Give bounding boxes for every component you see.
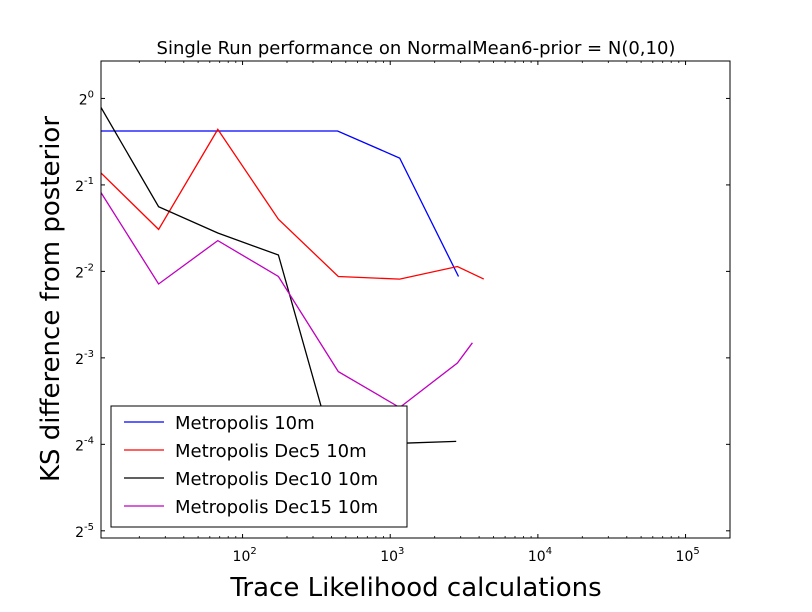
legend-label-1: Metropolis 10m (175, 413, 315, 434)
y-tick-label: 2-4 (75, 435, 94, 454)
y-axis-label: KS difference from posterior (36, 116, 66, 482)
plot-area: 102 103 104 105 20 2-1 2-2 2-3 2-4 2-5 Metropolis … (75, 60, 731, 565)
x-axis-label: Trace Likelihood calculations (229, 573, 601, 603)
x-tick-label: 104 (528, 546, 552, 565)
x-tick-label: 103 (380, 546, 404, 565)
y-tick-label: 2-5 (75, 522, 94, 541)
series-line-2 (101, 128, 485, 280)
chart-title: Single Run performance on NormalMean6-pr… (157, 38, 676, 59)
legend-label-2: Metropolis Dec5 10m (175, 441, 367, 462)
series-group (101, 107, 485, 469)
plot-frame (100, 60, 731, 539)
x-tick-label: 105 (676, 546, 700, 565)
x-tick-label: 102 (233, 546, 257, 565)
legend-label-4: Metropolis Dec15 10m (175, 497, 378, 518)
series-line-1 (101, 130, 460, 277)
y-tick-label: 20 (79, 89, 94, 108)
y-tick-label: 2-1 (75, 176, 94, 195)
legend-box (110, 405, 408, 528)
y-tick-label: 2-3 (75, 349, 94, 368)
legend-label-3: Metropolis Dec10 10m (175, 469, 378, 490)
y-tick-label: 2-2 (75, 262, 94, 281)
series-line-4 (101, 192, 473, 409)
x-minor-ticks (138, 61, 731, 538)
legend: Metropolis 10m Metropolis Dec5 10m Metropo… (110, 405, 408, 528)
